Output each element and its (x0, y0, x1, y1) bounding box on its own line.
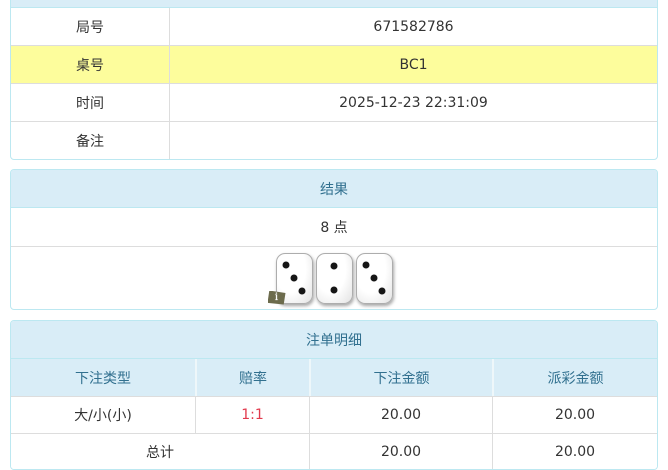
remark-label: 备注 (11, 122, 170, 159)
remark-value (170, 122, 657, 159)
table-number-label: 桌号 (11, 46, 170, 83)
die-2-value-2 (315, 252, 353, 304)
die-pip (290, 274, 298, 282)
col-header-payout-amount: 派彩金额 (492, 359, 657, 396)
bet-detail-title: 注单明细 (11, 321, 657, 359)
die-pip (370, 274, 378, 282)
game-info-panel-header (11, 0, 657, 8)
info-row-remark: 备注 (11, 121, 657, 159)
result-panel: 结果 8 点 i (10, 169, 658, 310)
dice-row: i (11, 246, 657, 309)
info-row-time: 时间 2025-12-23 22:31:09 (11, 83, 657, 121)
col-header-odds: 赔率 (195, 359, 309, 396)
total-payout-amount: 20.00 (492, 434, 657, 469)
bet-amount-value: 20.00 (309, 397, 492, 433)
die-pip (282, 261, 290, 269)
time-label: 时间 (11, 84, 170, 121)
die-pip (330, 262, 338, 270)
die-1-value-3: i (267, 252, 313, 305)
die-pip (298, 287, 306, 295)
round-number-label: 局号 (11, 8, 170, 45)
info-row-table: 桌号 BC1 (11, 45, 657, 83)
bet-table-total-row: 总计 20.00 20.00 (11, 433, 657, 469)
die-pip (362, 261, 370, 269)
result-points: 8 点 (320, 220, 348, 236)
info-row-round: 局号 671582786 (11, 8, 657, 45)
result-panel-title: 结果 (11, 170, 657, 208)
die-pip (378, 287, 386, 295)
total-label: 总计 (146, 444, 174, 461)
game-info-panel: 局号 671582786 桌号 BC1 时间 2025-12-23 22:31:… (10, 0, 658, 160)
total-bet-amount: 20.00 (309, 434, 492, 469)
col-header-bet-type: 下注类型 (75, 370, 131, 387)
die-3-value-3 (355, 252, 393, 304)
odds-value: 1:1 (195, 397, 309, 433)
bet-type-value: 大/小(小) (74, 408, 132, 424)
die-pip (330, 286, 338, 294)
round-number-value: 671582786 (373, 18, 454, 35)
table-number-value: BC1 (399, 56, 428, 73)
bet-table-row: 大/小(小) 1:1 20.00 20.00 (11, 396, 657, 433)
bet-detail-panel: 注单明细 下注类型 赔率 下注金额 派彩金额 大/小(小) 1:1 20.00 … (10, 320, 658, 470)
payout-amount-value: 20.00 (492, 397, 657, 433)
time-value: 2025-12-23 22:31:09 (339, 94, 488, 111)
dice-info-icon[interactable]: i (267, 290, 286, 305)
bet-table-header-row: 下注类型 赔率 下注金额 派彩金额 (11, 359, 657, 396)
col-header-bet-amount: 下注金额 (309, 359, 492, 396)
